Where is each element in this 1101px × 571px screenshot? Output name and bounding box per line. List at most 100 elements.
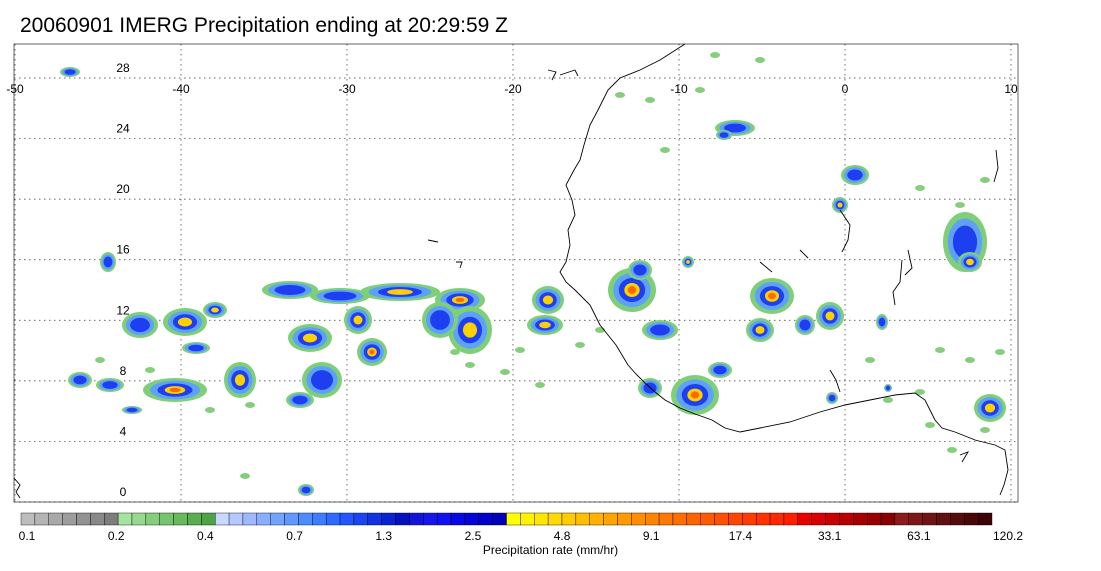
precip-cell [828, 394, 836, 402]
precip-cell [966, 258, 974, 266]
precip-cell [430, 310, 450, 330]
precip-cell [387, 289, 413, 295]
coastline-segment [839, 209, 851, 253]
precip-cell [455, 297, 465, 303]
colorbar-tick-label: 33.1 [817, 529, 842, 543]
colorbar-tick-label: 4.8 [553, 529, 571, 543]
precip-cell [695, 87, 705, 93]
precipitation-map: -50 -40 -30 -20 -10 0 10 0 4 8 12 16 20 24 28 [6, 43, 1019, 503]
precip-cell [234, 374, 246, 386]
precip-cell [292, 395, 308, 405]
precip-cell [935, 347, 945, 353]
gridlines [14, 44, 1018, 503]
coastline-segment [892, 259, 903, 306]
precip-cell [64, 69, 76, 75]
precip-cell [686, 260, 690, 264]
precip-cell [952, 225, 978, 259]
colorbar-tick-label: 1.3 [375, 529, 393, 543]
lon-tick-label: 0 [842, 82, 849, 96]
coastline-segment [559, 43, 1009, 496]
precip-cell [205, 407, 215, 413]
precip-cell [539, 321, 551, 329]
precip-cell [885, 385, 891, 391]
colorbar-tick-label: 0.4 [197, 529, 214, 543]
precip-cell [847, 169, 863, 181]
precip-cell [965, 357, 975, 363]
precip-cell [755, 326, 765, 334]
colorbar-tick-label: 63.1 [907, 529, 931, 543]
coastline-segment [829, 369, 841, 393]
precip-cell [713, 365, 727, 375]
precip-cell [103, 256, 113, 268]
precip-cell [710, 52, 720, 58]
precip-cell [145, 367, 155, 373]
precip-cell [515, 347, 525, 353]
lon-tick-label: -40 [172, 82, 190, 96]
precip-cell [369, 349, 375, 355]
lat-tick-label: 24 [116, 122, 130, 136]
precip-cell [177, 317, 193, 327]
colorbar-tick-label: 120.2 [992, 529, 1024, 543]
coastline-segment [799, 249, 809, 259]
precip-cell [188, 344, 204, 352]
coastline-segment [13, 477, 21, 499]
precip-cell [633, 264, 647, 276]
precip-cell [915, 185, 925, 191]
lon-tick-label: -50 [6, 82, 24, 96]
coastline-segment [993, 149, 999, 183]
coastline-segment [547, 69, 557, 81]
precip-cell [799, 319, 811, 331]
precip-cell [211, 307, 219, 313]
lat-tick-label: 28 [116, 61, 130, 75]
precip-cell [245, 402, 255, 408]
precip-cell [719, 132, 729, 138]
precip-cell [274, 285, 306, 295]
precip-cell [126, 407, 138, 413]
precip-cell [301, 486, 311, 494]
precip-cell [353, 315, 363, 325]
precip-cell [535, 382, 545, 388]
precip-cell [130, 317, 150, 333]
colorbar-tick-label: 17.4 [728, 529, 753, 543]
precip-cell [542, 295, 554, 305]
precip-cell [169, 387, 181, 393]
precip-cell [837, 202, 843, 208]
coastline-segment [959, 451, 970, 463]
precip-cell [575, 342, 585, 348]
precip-cell [724, 123, 746, 133]
colorbar-title: Precipitation rate (mm/hr) [482, 543, 619, 557]
lon-tick-label: -30 [338, 82, 356, 96]
precip-cell [947, 447, 957, 453]
precip-cell [450, 349, 460, 355]
precip-cell [102, 381, 118, 389]
precip-cell [302, 333, 318, 343]
map-title: 20060901 IMERG Precipitation ending at 2… [20, 14, 508, 37]
precip-cell [323, 291, 357, 301]
precip-cell [768, 292, 776, 300]
colorbar-tick-label: 0.2 [107, 529, 125, 543]
tick-labels: -50 -40 -30 -20 -10 0 10 0 4 8 12 16 20 24 28 [6, 61, 1018, 499]
precip-cell [865, 357, 875, 363]
precip-cell [500, 369, 510, 375]
precip-cell [95, 357, 105, 363]
precip-cell [650, 324, 670, 336]
lon-tick-label: 10 [1004, 82, 1018, 96]
precip-cell [240, 473, 250, 479]
precip-cell [980, 427, 990, 433]
precip-cell [645, 97, 655, 103]
colorbar-tick-label: 9.1 [642, 529, 660, 543]
precip-cell [615, 92, 625, 98]
coastline [13, 43, 1009, 499]
lat-tick-label: 8 [120, 364, 127, 378]
precip-cell [883, 397, 893, 403]
map-frame [13, 43, 1019, 503]
precip-cell [995, 349, 1005, 355]
precip-cell [690, 391, 700, 399]
precip-cell [878, 317, 886, 327]
lat-tick-label: 0 [120, 485, 127, 499]
lon-tick-label: -10 [670, 82, 688, 96]
coastline-segment [904, 249, 913, 276]
lat-tick-label: 12 [116, 303, 130, 317]
precip-cell [925, 422, 935, 428]
lat-tick-label: 4 [120, 424, 127, 438]
